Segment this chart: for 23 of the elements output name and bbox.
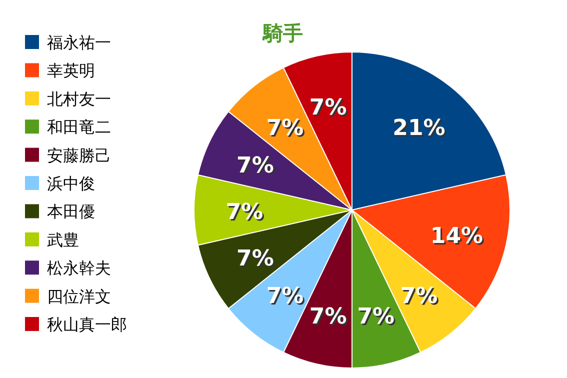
legend-label: 松永幹夫 xyxy=(47,258,111,278)
data-label: 7% xyxy=(227,202,265,226)
data-label: 7% xyxy=(268,286,306,310)
data-label: 7% xyxy=(268,118,306,142)
legend-label: 浜中俊 xyxy=(47,174,95,193)
data-label: 14% xyxy=(432,225,485,250)
legend-label: 本田優 xyxy=(47,202,95,222)
legend-label: 和田竜二 xyxy=(47,118,111,137)
legend-label: 四位洋文 xyxy=(47,286,111,306)
legend-label: 秋山真一郎 xyxy=(47,315,127,334)
chart-title: 騎手 xyxy=(262,21,303,45)
legend-label: 安藤勝己 xyxy=(47,146,111,165)
legend-label: 北村友一 xyxy=(47,89,111,108)
data-label: 7% xyxy=(238,248,276,274)
legend-label: 福永祐一 xyxy=(47,33,111,52)
data-label: 7% xyxy=(402,286,440,310)
legend-label: 幸英明 xyxy=(47,61,95,80)
data-label: 7% xyxy=(358,306,396,332)
data-label: 21% xyxy=(394,118,447,142)
legend-label: 武豊 xyxy=(47,230,79,250)
data-label: 7% xyxy=(310,306,348,332)
data-label: 7% xyxy=(310,96,348,122)
data-label: 7% xyxy=(238,154,276,180)
